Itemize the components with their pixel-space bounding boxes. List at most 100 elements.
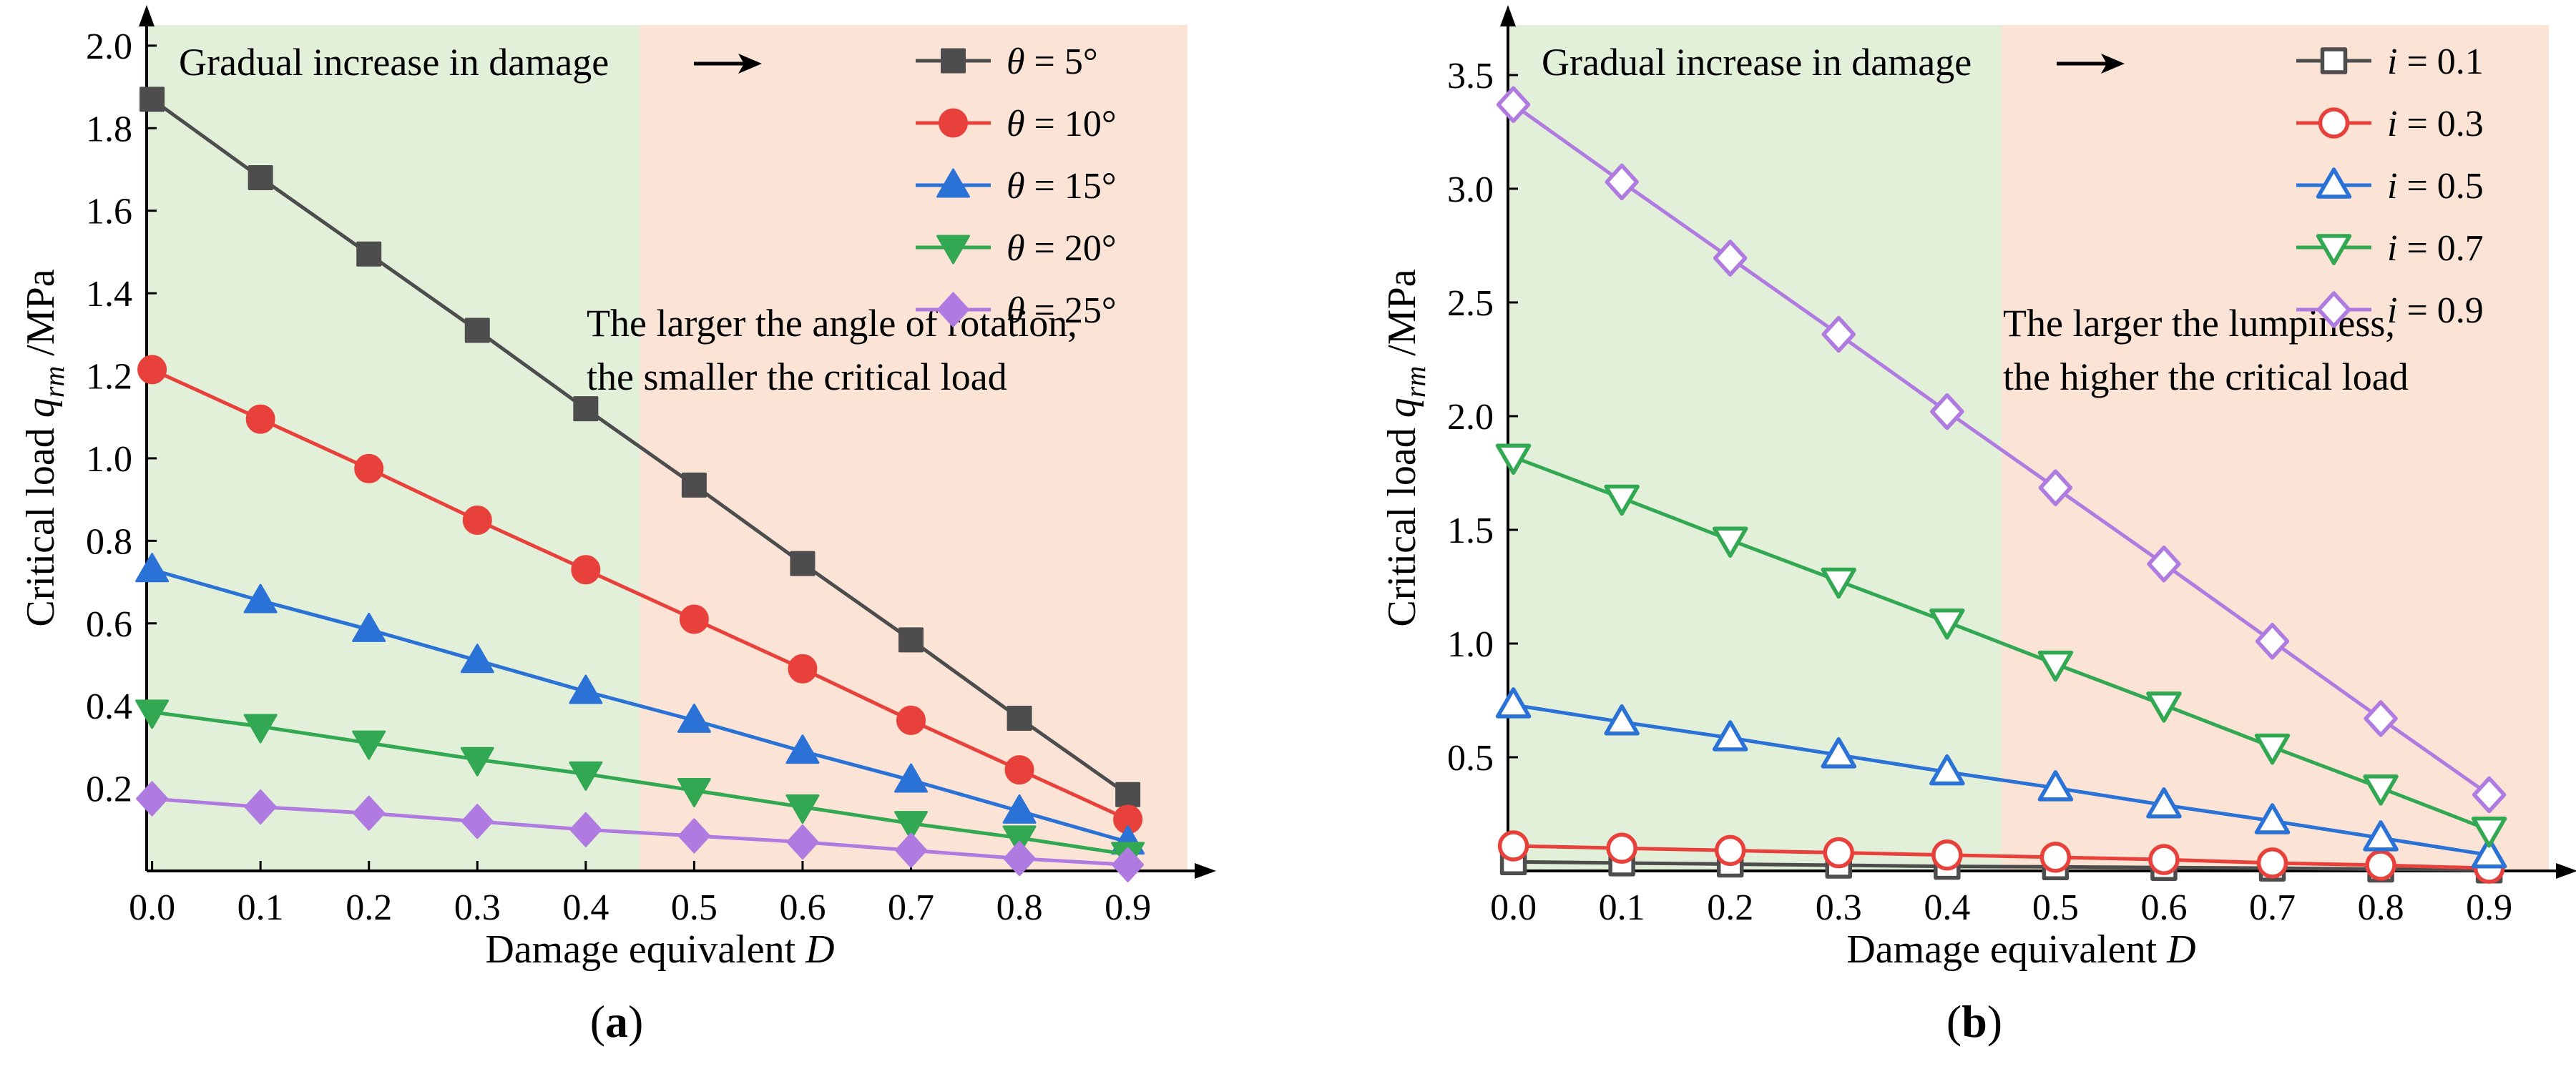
y-axis-title-var: q [1380,398,1424,418]
data-point-series-1 [1004,755,1034,785]
data-point-series-4 [1112,847,1145,882]
y-tick-label: 3.0 [1447,169,1494,210]
y-tick-label: 0.6 [86,604,132,645]
data-point-series-3 [1929,609,1965,640]
data-point-series-4 [786,824,819,860]
data-point-series-2 [677,703,711,733]
data-point-series-2 [2146,787,2182,819]
legend-variable: i [2387,166,2397,207]
x-axis-title: Damage equivalent D [1846,927,2195,972]
annotation-damage-trend: Gradual increase in damage [1542,41,1972,84]
chart-panel-b: 0.0 0.1 0.2 0.3 0.4 0.5 0.6 0.7 0.8 0.9 0.5 1.0 1.5 2… [1380,5,2576,1047]
x-tick-label: 0.5 [671,887,718,928]
y-tick-label: 1.8 [86,109,132,149]
legend-label-3: i = 0.7 [2387,228,2484,269]
data-point-series-1 [2148,844,2180,875]
data-point-series-4 [895,832,928,868]
legend-label-2: i = 0.5 [2387,166,2484,207]
y-axis-arrow-icon [139,5,155,26]
x-tick-label: 0.0 [129,887,175,928]
chart-panel-a: 0.0 0.1 0.2 0.3 0.4 0.5 0.6 0.7 0.8 0.9 0.2 0.4 0.6 0… [19,5,1216,1047]
y-tick-label: 2.5 [1447,283,1494,324]
panel-label-open: ( [590,996,605,1047]
legend-value: = 5° [1025,41,1098,82]
data-point-series-3 [2254,733,2291,765]
legend-variable: θ [1007,41,1025,82]
legend-value: = 0.3 [2397,104,2483,144]
y-tick-label: 1.2 [86,357,132,398]
y-tick-label: 1.4 [86,274,132,315]
legend-marker-1 [939,108,968,138]
x-tick-label: 0.8 [996,887,1043,928]
data-point-series-4 [2255,623,2290,660]
data-point-series-4 [2147,545,2181,583]
legend-label-2: θ = 15° [1007,166,1117,207]
data-point-series-4 [1930,393,1964,430]
y-axis-title: Critical load qrm /MPa [19,269,70,626]
data-point-series-1 [896,705,926,735]
y-axis-title-subscript: rm [38,366,70,398]
x-tick-label: 0.0 [1490,887,1537,928]
data-point-series-3 [352,730,386,760]
legend-label-0: i = 0.1 [2387,41,2484,82]
x-tick-label: 0.2 [1707,887,1753,928]
legend-label-4: i = 0.9 [2387,290,2484,331]
data-point-series-3 [1821,567,1857,599]
legend-marker-4 [2316,291,2351,328]
legend-marker-3 [936,235,970,265]
y-tick-label: 1.0 [86,439,132,480]
data-point-series-1 [2039,842,2072,873]
series-line-1 [151,368,1129,822]
y-tick-label: 2.0 [86,26,132,67]
x-tick-label: 0.4 [562,887,609,928]
y-axis-title: Critical load qrm /MPa [1380,269,1431,626]
legend-label-3: θ = 20° [1007,228,1117,269]
background-region-0 [1508,25,2002,871]
legend-value: = 15° [1025,166,1117,207]
y-tick-label: 0.5 [1447,738,1494,779]
data-point-series-3 [2037,650,2074,682]
y-tick-label: 1.0 [1447,624,1494,665]
y-axis-title-var: q [19,398,63,418]
y-tick-label: 0.4 [86,686,132,727]
legend-label-1: i = 0.3 [2387,104,2484,144]
data-point-series-4 [1003,841,1036,877]
series-line-4 [1512,103,2491,797]
data-point-series-1 [354,453,384,483]
background-region-1 [2001,25,2549,871]
legend: θ = 5°θ = 10°θ = 15°θ = 20°θ = 25° [916,41,1117,331]
data-point-series-3 [135,699,170,729]
panel-label: (b) [1946,996,2002,1047]
data-point-series-4 [2364,700,2398,737]
y-tick-label: 0.2 [86,769,132,810]
panel-label-open: ( [1946,996,1962,1047]
data-point-series-4 [461,804,494,839]
y-tick-label: 3.5 [1447,56,1494,97]
data-point-series-1 [1714,834,1746,867]
legend-variable: θ [1007,290,1025,331]
series-line-2 [151,568,1129,844]
data-point-series-2 [2363,820,2399,852]
data-point-series-2 [2471,837,2507,869]
x-axis-title: Damage equivalent D [485,927,834,972]
data-point-series-2 [243,583,278,614]
x-tick-label: 0.1 [237,887,284,928]
data-point-series-4 [569,812,602,847]
data-point-series-0 [464,317,490,343]
data-point-series-1 [1931,839,1963,871]
right-arrow-icon [738,54,762,74]
data-point-series-1 [1823,837,1855,869]
series-line-2 [1513,703,2490,857]
legend-marker-4 [937,292,969,327]
legend-marker-0 [941,48,966,74]
panel-label-close: ) [628,996,643,1047]
legend-marker-2 [2316,167,2352,199]
legend-label-1: θ = 10° [1007,104,1117,144]
data-point-series-1 [2256,847,2288,879]
data-point-series-3 [569,761,603,791]
data-point-series-4 [1821,315,1856,353]
x-axis-arrow-icon [1195,863,1216,879]
series-line-3 [152,710,1129,857]
y-tick-label: 0.8 [86,521,132,562]
